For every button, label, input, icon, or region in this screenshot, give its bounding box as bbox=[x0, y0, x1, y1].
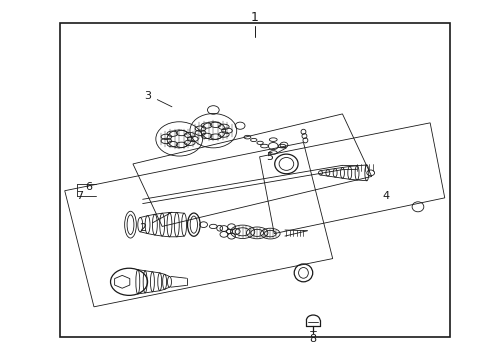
Text: 6: 6 bbox=[86, 182, 93, 192]
Text: 5: 5 bbox=[266, 152, 273, 162]
Text: 7: 7 bbox=[76, 191, 83, 201]
Text: 8: 8 bbox=[310, 334, 317, 344]
Bar bbox=[60, 23, 450, 337]
Text: 3: 3 bbox=[144, 91, 151, 101]
Text: 2: 2 bbox=[139, 223, 146, 233]
Text: 1: 1 bbox=[251, 11, 259, 24]
Text: 4: 4 bbox=[383, 191, 390, 201]
